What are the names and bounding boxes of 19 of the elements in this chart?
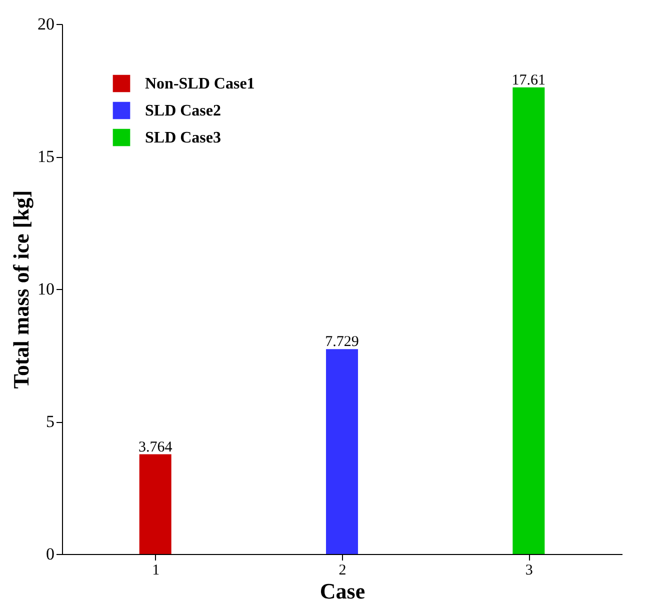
legend-label: SLD Case3 [145,130,222,146]
x-tick-label: 2 [338,562,346,578]
x-axis-title: Case [320,578,366,601]
legend-label: Non-SLD Case1 [145,76,255,92]
y-axis-title: Total mass of ice [kg] [8,190,34,389]
data-label: 3.764 [138,439,173,456]
y-tick-label: 20 [38,14,54,34]
data-label: 17.61 [512,72,546,88]
bar [139,454,172,554]
y-tick-label: 15 [38,147,54,166]
x-tick-label: 3 [525,562,533,578]
data-label: 7.729 [325,334,359,350]
legend-label: SLD Case2 [145,102,222,120]
y-tick-label: 10 [38,280,54,298]
y-tick-label: 5 [46,412,54,431]
bar [326,349,358,554]
y-tick-label: 0 [46,544,54,564]
bar [512,87,545,554]
x-tick-label: 1 [152,562,160,578]
